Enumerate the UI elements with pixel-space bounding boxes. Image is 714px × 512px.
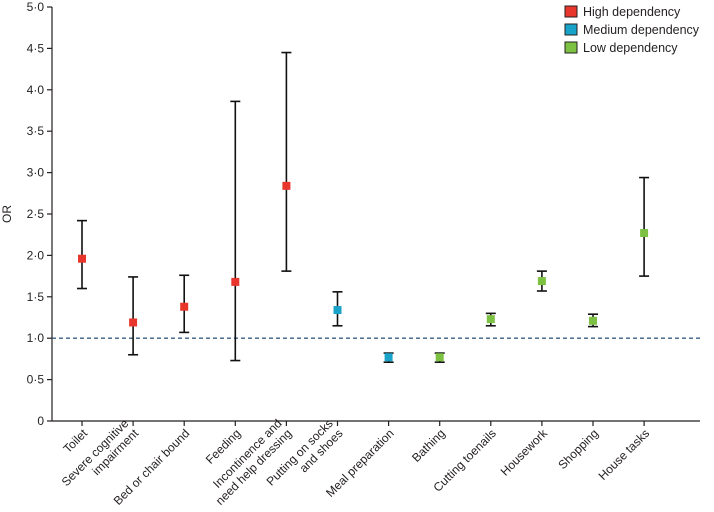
x-tick-label-line: Bathing: [409, 426, 448, 465]
point-marker: [384, 353, 393, 362]
legend-item: Low dependency: [564, 41, 678, 55]
y-tick-label: 1·5: [27, 290, 45, 304]
legend-label: Medium dependency: [583, 23, 700, 37]
y-tick-label: 0: [37, 414, 44, 428]
y-tick-label: 2·0: [27, 248, 45, 262]
x-tick-label-line: Housework: [498, 426, 551, 479]
error-bar: [281, 51, 292, 272]
error-bar: [639, 176, 650, 277]
error-bar: [128, 276, 139, 356]
y-tick-label: 3·5: [27, 124, 45, 138]
y-tick-label: 2·5: [27, 207, 45, 221]
y-tick-label: 4·5: [27, 41, 45, 55]
point-marker: [180, 302, 189, 311]
point-marker: [78, 254, 86, 263]
legend: High dependency Medium dependency Low depe…: [564, 5, 700, 55]
legend-swatch: [564, 5, 578, 18]
y-tick-label: 5·0: [27, 0, 45, 14]
point-marker: [537, 277, 546, 286]
error-bar: [77, 219, 87, 290]
y-tick-label: 4·0: [27, 83, 45, 97]
point-marker: [589, 316, 597, 325]
y-axis-title: OR: [0, 205, 14, 223]
y-tick-label: 0·5: [27, 373, 45, 387]
y-axis: 0 0·5 1·0 1·5 2·0 2·5 3·0 3·5 4·0 4·5 5·0: [27, 0, 53, 428]
legend-swatch: [564, 23, 578, 36]
error-bar: [230, 100, 241, 362]
x-tick-label: House tasks: [596, 426, 653, 483]
x-tick-label-line: House tasks: [596, 426, 653, 483]
legend-swatch: [564, 41, 578, 54]
point-marker: [129, 318, 138, 327]
y-tick-label: 3·0: [27, 166, 45, 180]
x-tick-label: Bathing: [409, 426, 448, 465]
legend-item: Medium dependency: [564, 23, 700, 37]
point-marker: [333, 306, 342, 315]
x-tick-label: Housework: [498, 426, 551, 479]
x-tick-label-line: Shopping: [555, 426, 601, 472]
point-marker: [282, 181, 291, 190]
legend-label: High dependency: [583, 5, 681, 19]
point-marker: [486, 315, 495, 324]
point-marker: [435, 353, 444, 362]
point-marker: [231, 277, 240, 286]
point-marker: [640, 229, 649, 238]
legend-label: Low dependency: [583, 41, 678, 55]
legend-item: High dependency: [564, 5, 681, 19]
error-bars: [77, 51, 650, 364]
x-tick-label: Shopping: [555, 426, 601, 472]
y-tick-label: 1·0: [27, 331, 45, 345]
point-markers: [78, 181, 649, 362]
